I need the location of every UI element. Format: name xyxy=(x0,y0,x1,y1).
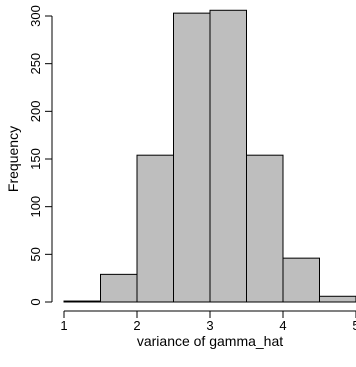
histogram-bar-5 xyxy=(246,154,284,303)
y-axis-label: Frequency xyxy=(5,126,21,192)
y-tick-label-6: 300 xyxy=(28,5,43,27)
histogram-bar-4 xyxy=(209,9,247,303)
y-tick-label-1: 50 xyxy=(28,247,43,261)
histogram-bar-3 xyxy=(173,12,211,303)
y-tick-label-3: 150 xyxy=(28,148,43,170)
histogram-bar-0 xyxy=(63,300,101,303)
x-axis: 1 2 3 4 5 xyxy=(60,310,356,333)
x-tick-label-4: 5 xyxy=(352,318,356,333)
x-tick-label-2: 3 xyxy=(206,318,213,333)
histogram-bar-6 xyxy=(282,257,320,303)
y-tick-label-5: 250 xyxy=(28,53,43,75)
histogram-bar-1 xyxy=(100,273,138,303)
bars-group xyxy=(63,9,356,303)
y-tick-label-4: 200 xyxy=(28,100,43,122)
x-tick-label-3: 4 xyxy=(279,318,286,333)
x-axis-label: variance of gamma_hat xyxy=(137,333,283,349)
histogram-bar-2 xyxy=(136,154,174,303)
histogram-bar-7 xyxy=(319,295,356,303)
y-tick-label-2: 100 xyxy=(28,196,43,218)
x-tick-label-1: 2 xyxy=(133,318,140,333)
x-tick-label-0: 1 xyxy=(60,318,67,333)
y-axis: 0 50 100 150 200 250 300 xyxy=(28,5,53,306)
y-tick-label-0: 0 xyxy=(28,298,43,305)
